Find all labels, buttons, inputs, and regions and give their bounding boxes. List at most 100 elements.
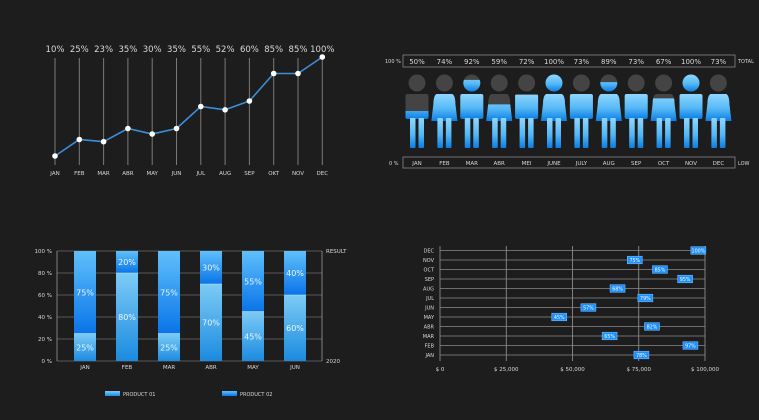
figure-fill: [486, 104, 513, 148]
bar-product-02: [74, 251, 96, 334]
y-tick-label: MAY: [424, 315, 435, 321]
scatter-label-chart: $ 0 $ 25,000 $ 50,000 $ 75,000 $ 100,000 JAN F…: [423, 246, 719, 373]
data-label: 85%: [289, 45, 308, 55]
x-tick-label: JUN: [289, 365, 300, 371]
figure-fill: [679, 74, 703, 148]
figure-head: [655, 74, 673, 92]
bar-product-02: [284, 251, 306, 295]
data-label: 85%: [264, 45, 283, 55]
y-tick-label: 0 %: [42, 359, 52, 365]
x-tick-label: $ 50,000: [560, 367, 585, 373]
data-label: 67%: [656, 58, 672, 66]
bottom-left-label: 0 %: [389, 161, 399, 167]
data-label: 20%: [118, 258, 136, 267]
data-point: [149, 131, 155, 137]
bar-product-01: [242, 311, 264, 361]
data-label: 72%: [519, 58, 535, 66]
y-tick-label: 100 %: [35, 249, 52, 255]
x-tick-label: JUN: [171, 171, 182, 177]
bar-product-01: [284, 295, 306, 361]
y-tick-label: 40 %: [38, 315, 52, 321]
data-label: 100%: [544, 58, 564, 66]
x-tick-label: NOV: [292, 171, 304, 177]
bar-product-01: [158, 333, 180, 361]
top-right-label: TOTAL: [737, 59, 754, 65]
bar-product-02: [200, 251, 222, 284]
y-tick-label: JAN: [424, 353, 434, 359]
x-tick-label: $ 0: [436, 367, 445, 373]
figure-leg: [555, 118, 561, 148]
data-label: 52%: [216, 45, 235, 55]
figure-leg: [711, 118, 717, 148]
stacked-bar-chart: 0 % 20 % 40 % 60 % 80 % 100 % RESULT 2020 25% 75%…: [35, 249, 348, 398]
figure-leg: [601, 118, 608, 148]
x-tick-label: OCT: [658, 161, 670, 167]
data-marker: [644, 322, 660, 331]
bar-product-01: [74, 333, 96, 361]
x-tick-label: DEC: [713, 161, 725, 167]
x-tick-label: $ 25,000: [494, 367, 519, 373]
x-tick-label: MEI: [522, 161, 532, 167]
x-tick-label: FEB: [122, 365, 133, 371]
legend: PRODUCT 01 PRODUCT 02: [105, 391, 272, 398]
figure-head: [545, 74, 563, 92]
figure-dress: [486, 104, 513, 121]
figure-head: [600, 82, 618, 92]
data-marker: [601, 331, 618, 341]
data-label: 95%: [680, 277, 691, 283]
bar-product-01: [200, 284, 222, 361]
figure-head: [490, 74, 508, 92]
data-label: 25%: [160, 343, 178, 352]
data-label: 50%: [409, 58, 425, 66]
figure-leg: [684, 118, 690, 148]
figure-head: [709, 74, 727, 92]
legend-label: PRODUCT 02: [240, 392, 272, 398]
data-label: 10%: [46, 45, 65, 55]
figure-leg: [410, 118, 416, 148]
data-label: 75%: [629, 258, 640, 264]
x-tick-label: AUG: [219, 171, 231, 177]
data-point: [222, 107, 228, 113]
figure-fill: [705, 94, 732, 148]
figure-leg: [464, 118, 471, 148]
x-tick-label: AUG: [603, 161, 615, 167]
data-label: 73%: [628, 58, 644, 66]
data-point: [246, 98, 253, 104]
figure-leg: [547, 118, 553, 148]
data-label: 25%: [70, 45, 89, 55]
figure-leg: [437, 118, 443, 148]
data-label: 60%: [286, 324, 304, 333]
figure-leg: [637, 118, 644, 148]
data-marker: [551, 312, 567, 322]
data-label: 65%: [604, 334, 615, 340]
data-point: [198, 103, 204, 110]
y-tick-label: SEP: [425, 277, 434, 283]
low-box: [402, 156, 736, 169]
legend-swatch-product-01: [105, 391, 120, 396]
figure-body: [405, 111, 429, 119]
figure-leg: [610, 118, 616, 148]
x-tick-label: $ 75,000: [627, 367, 652, 373]
bar-product-02: [116, 251, 138, 273]
x-tick-label: ABR: [494, 161, 506, 167]
data-label: 100%: [310, 45, 334, 55]
y-tick-label: DEC: [423, 249, 434, 255]
data-label: 30%: [202, 264, 220, 273]
data-label: 25%: [76, 343, 94, 352]
total-box: [402, 54, 736, 68]
data-label: 73%: [574, 58, 590, 66]
right-bottom-label: 2020: [326, 359, 340, 365]
figure-fill: [431, 94, 458, 148]
data-label: 100%: [692, 249, 706, 255]
data-label: 92%: [464, 58, 480, 66]
pictogram-chart: 100 % TOTAL 0 % LOW 50% JAN 74% FEB 92% MAR 59% ABR…: [385, 54, 754, 169]
y-tick-label: 80 %: [38, 271, 52, 277]
data-marker: [637, 293, 654, 303]
data-point: [173, 125, 180, 132]
figure-dress: [650, 98, 677, 121]
data-point: [319, 54, 326, 60]
figure-dress: [705, 94, 732, 121]
y-tick-label: MAR: [423, 334, 435, 340]
y-tick-label: ABR: [424, 325, 435, 331]
